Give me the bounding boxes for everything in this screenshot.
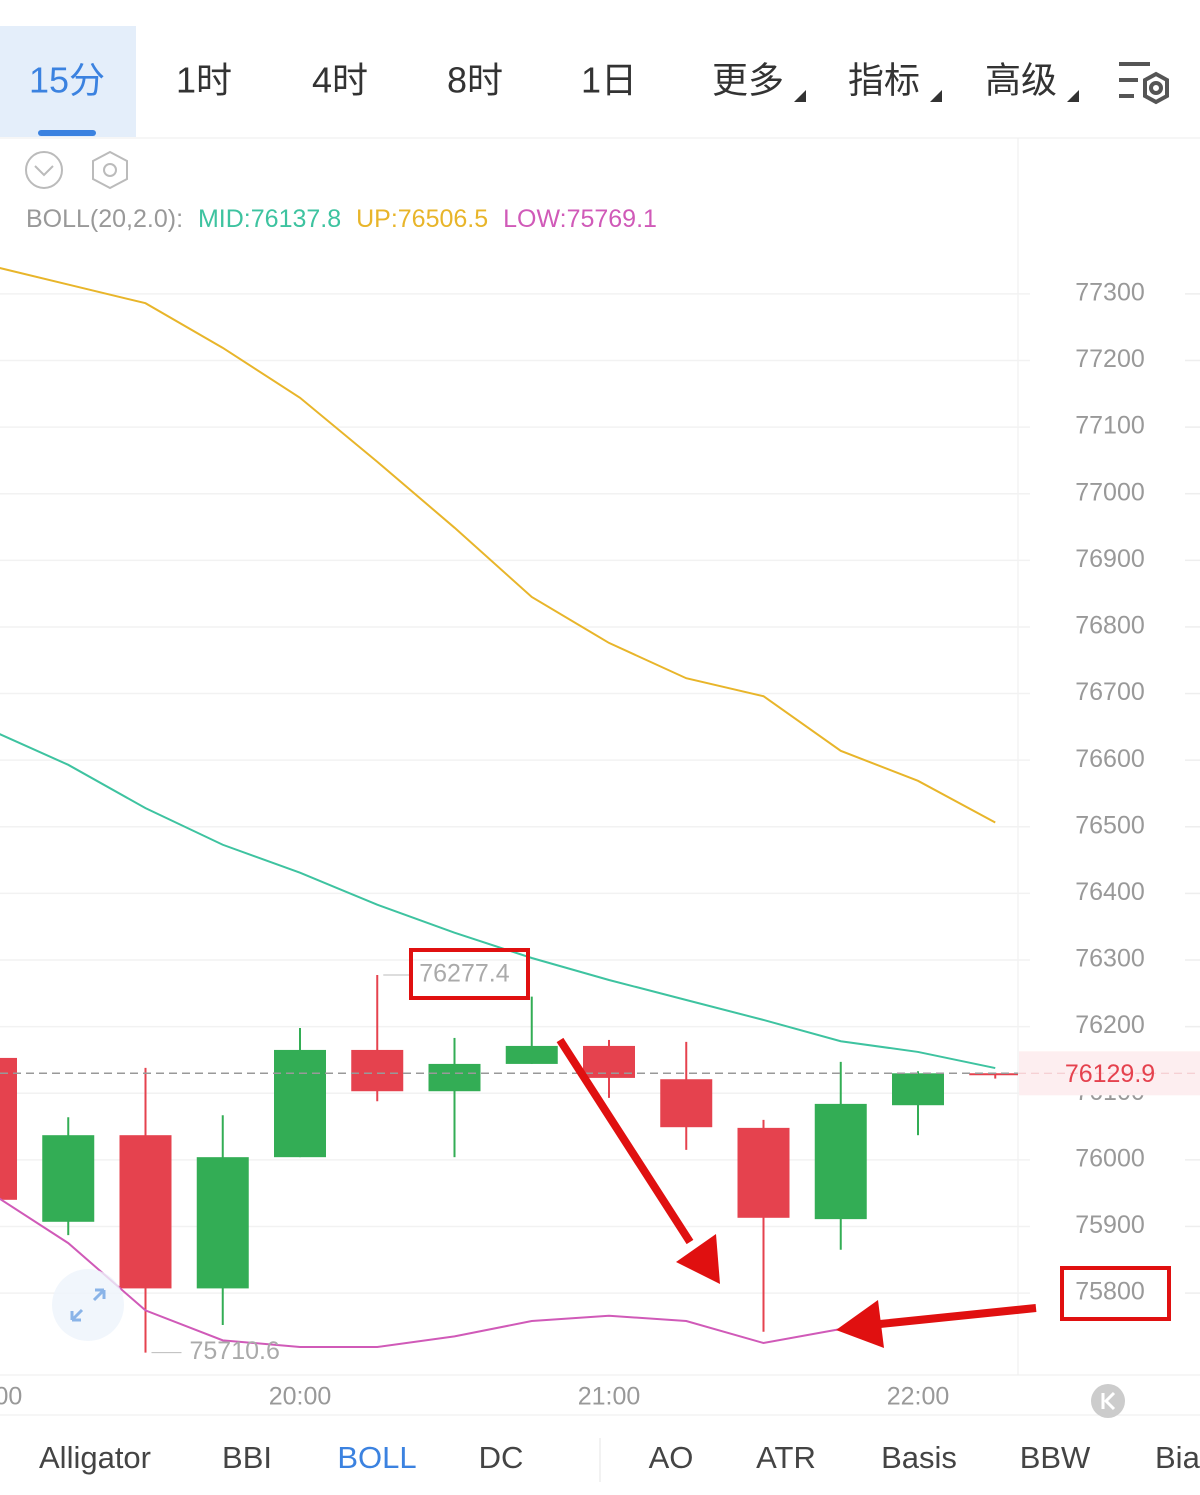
candle-body — [274, 1049, 326, 1158]
y-tick-label: 76200 — [1075, 1011, 1145, 1039]
arrow — [879, 1304, 1037, 1328]
indicator-tab[interactable]: Bias — [1155, 1440, 1200, 1475]
settings-icon[interactable] — [1119, 62, 1169, 105]
candle-body — [969, 1073, 1018, 1076]
legend-value: 76137.8 — [251, 205, 341, 233]
y-tick-label: 77100 — [1075, 412, 1145, 440]
y-tick-label: 76900 — [1075, 545, 1145, 573]
y-tick-label: 77200 — [1075, 345, 1145, 373]
active-tab-underline — [38, 130, 96, 136]
labels: 76129.9 76277.4 75710.6 — [151, 960, 1200, 1365]
scroll-end-icon — [1101, 1391, 1116, 1411]
arrow — [556, 1037, 694, 1245]
expand-icon — [70, 1288, 106, 1322]
indicator-settings-icon[interactable] — [92, 150, 128, 190]
candle-body — [196, 1157, 249, 1289]
candle-body — [0, 1057, 17, 1200]
x-tick-label: 20:00 — [269, 1383, 332, 1411]
last-price-label: 76129.9 — [1065, 1060, 1155, 1088]
active-tab-bg — [0, 26, 136, 137]
collapse-icon[interactable] — [25, 151, 63, 189]
highlight-box — [1060, 1266, 1171, 1321]
candle-body — [892, 1073, 944, 1106]
y-tick-label: 76800 — [1075, 612, 1145, 640]
indicator-settings-dot — [103, 163, 117, 177]
interval-tab[interactable]: 1时 — [176, 60, 232, 101]
menu-caret — [930, 90, 942, 102]
y-tick-label: 75800 — [1075, 1278, 1145, 1306]
legend-name: LOW: — [503, 205, 566, 233]
legend-value: 75769.1 — [567, 205, 657, 233]
interval-tab[interactable]: 1日 — [581, 60, 637, 101]
menu-tab[interactable]: 更多 — [712, 60, 784, 101]
menu-caret — [1067, 90, 1079, 102]
indicator-tab[interactable]: BBW — [1020, 1440, 1091, 1475]
collapse-chevron — [34, 165, 54, 177]
x-tick-label: 19:00 — [0, 1383, 22, 1411]
legend-name: UP: — [356, 205, 398, 233]
y-tick-label: 76000 — [1075, 1144, 1145, 1172]
x-tick-label: 21:00 — [578, 1383, 641, 1411]
boll-line — [0, 1197, 996, 1349]
indicator-tab[interactable]: Alligator — [39, 1440, 151, 1475]
indicator-tab[interactable]: DC — [479, 1440, 524, 1475]
candle-body — [505, 1045, 558, 1064]
arrow-head — [836, 1300, 884, 1348]
indicator-tab[interactable]: BBI — [222, 1440, 272, 1475]
y-tick-label: 76400 — [1075, 878, 1145, 906]
low-label: 75710.6 — [190, 1337, 280, 1365]
y-tick-label: 76500 — [1075, 811, 1145, 839]
y-tick-label: 76700 — [1075, 678, 1145, 706]
candle-body — [428, 1063, 481, 1092]
candle-body — [42, 1135, 95, 1222]
y-tick-label: 76300 — [1075, 945, 1145, 973]
indicator-tab[interactable]: Basis — [881, 1440, 957, 1475]
indicator-tab[interactable]: ATR — [756, 1440, 816, 1475]
high-label: 76277.4 — [419, 960, 509, 988]
y-tick-label: 76600 — [1075, 745, 1145, 773]
arrow-head — [676, 1234, 720, 1284]
y-tick-label: 77300 — [1075, 278, 1145, 306]
indicator-tab[interactable]: BOLL — [337, 1440, 416, 1475]
grid: 7580075900760007610076200763007640076500… — [0, 278, 1200, 1306]
interval-tab[interactable]: 8时 — [447, 60, 503, 101]
menu-caret — [794, 90, 806, 102]
candle-body — [660, 1079, 713, 1128]
candle-body — [351, 1049, 404, 1092]
y-tick-label: 75900 — [1075, 1211, 1145, 1239]
indicator-tab[interactable]: AO — [649, 1440, 694, 1475]
indicator-legend: BOLL(20,2.0): MID:76137.8 UP:76506.5 LOW… — [26, 205, 657, 233]
candle-body — [814, 1103, 867, 1220]
menu-tab[interactable]: 高级 — [985, 60, 1057, 101]
plot — [0, 267, 1018, 1353]
highlight-box — [409, 948, 530, 1000]
y-tick-label: 77000 — [1075, 478, 1145, 506]
indicator-name: BOLL(20,2.0): — [26, 205, 183, 233]
interval-tab[interactable]: 4时 — [312, 60, 368, 101]
candle-body — [737, 1127, 790, 1218]
legend-name: MID: — [198, 205, 251, 233]
x-tick-label: 22:00 — [887, 1383, 950, 1411]
menu-tab[interactable]: 指标 — [848, 60, 920, 101]
boll-line — [0, 267, 996, 824]
legend-value: 76506.5 — [398, 205, 488, 233]
candle-body — [119, 1135, 172, 1289]
boll-line — [0, 733, 996, 1070]
interval-tab[interactable]: 15分 — [29, 60, 105, 101]
expand-button[interactable] — [52, 1269, 124, 1341]
